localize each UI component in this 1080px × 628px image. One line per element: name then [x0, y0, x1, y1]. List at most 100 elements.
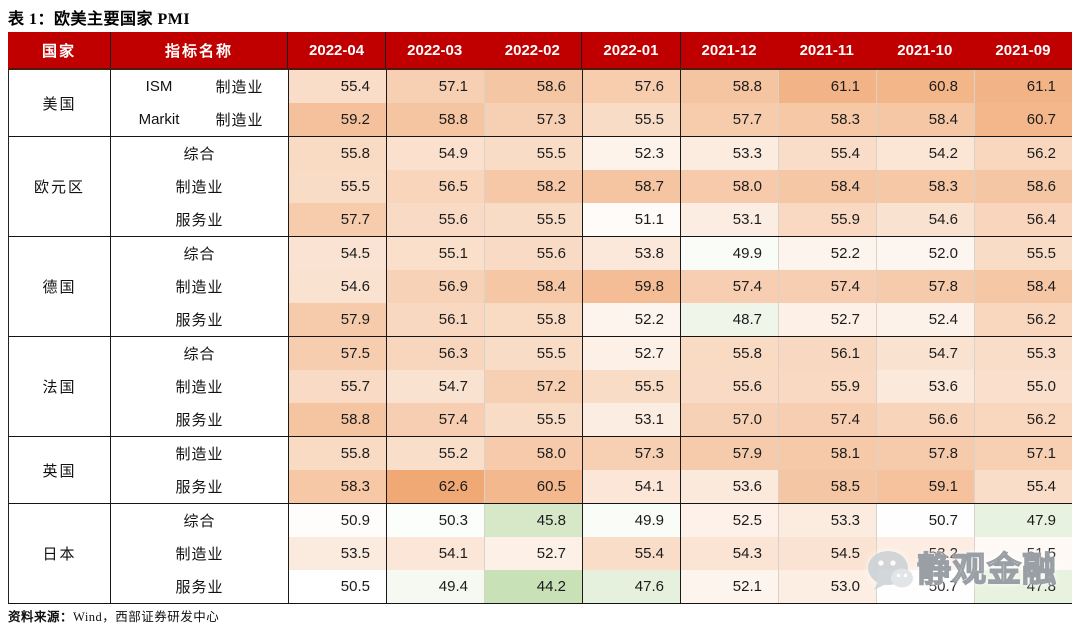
value-cell: 55.5 [484, 137, 582, 170]
indicator-cell: 制造业 [111, 170, 288, 203]
value-cell: 58.0 [680, 170, 778, 203]
value-cell: 55.8 [288, 437, 386, 470]
value-cell: 50.3 [386, 504, 484, 537]
value-cell: 58.4 [876, 103, 974, 136]
indicator-prefix: Markit [138, 111, 180, 128]
value-cell: 54.2 [876, 137, 974, 170]
value-cell: 55.5 [582, 103, 680, 136]
value-cell: 56.3 [386, 337, 484, 370]
value-cell: 52.4 [876, 303, 974, 336]
value-cell: 58.8 [288, 403, 386, 436]
value-cell: 59.8 [582, 270, 680, 303]
value-cell: 53.0 [778, 570, 876, 603]
value-cell: 55.8 [288, 137, 386, 170]
col-header-country: 国家 [41, 43, 76, 60]
value-cell: 53.1 [680, 203, 778, 236]
table-row: 综合 57.5 56.3 55.5 52.7 55.8 56.1 54.7 55.3 [111, 337, 1072, 370]
value-cell: 61.1 [974, 70, 1072, 103]
value-cell: 58.4 [778, 170, 876, 203]
table-row: ISM 制造业 55.4 57.1 58.6 57.6 58.8 61.1 60.8 61.1 [111, 70, 1072, 103]
value-cell: 55.6 [484, 237, 582, 270]
value-cell: 55.6 [680, 370, 778, 403]
value-cell: 52.1 [680, 570, 778, 603]
table-row: 制造业 55.8 55.2 58.0 57.3 57.9 58.1 57.8 57.1 [111, 437, 1072, 470]
value-cell: 60.7 [974, 103, 1072, 136]
pmi-table: 国家 指标名称 2022-04 2022-03 2022-02 2022-01 2021… [8, 32, 1072, 604]
value-cell: 57.3 [582, 437, 680, 470]
value-cell: 57.8 [876, 437, 974, 470]
value-cell: 54.6 [876, 203, 974, 236]
group-rows: 制造业 55.8 55.2 58.0 57.3 57.9 58.1 57.8 57.1 服务业 58… [111, 437, 1072, 503]
group-rows: 综合 50.9 50.3 45.8 49.9 52.5 53.3 50.7 47.9 制造业 53.… [111, 504, 1072, 603]
value-cell: 54.1 [386, 537, 484, 570]
value-cell: 52.2 [582, 303, 680, 336]
table-row: 制造业 53.5 54.1 52.7 55.4 54.3 54.5 53.2 51.5 [111, 537, 1072, 570]
source-note-prefix: 资料来源： [8, 610, 74, 624]
country-cell: 英国 [9, 437, 111, 503]
table-row: 综合 50.9 50.3 45.8 49.9 52.5 53.3 50.7 47.9 [111, 504, 1072, 537]
value-cell: 55.3 [974, 337, 1072, 370]
value-cell: 53.3 [778, 504, 876, 537]
value-cell: 49.9 [582, 504, 680, 537]
value-cell: 55.4 [582, 537, 680, 570]
value-cell: 60.8 [876, 70, 974, 103]
indicator-cell: 服务业 [111, 570, 288, 603]
value-cell: 54.5 [288, 237, 386, 270]
country-cell: 德国 [9, 237, 111, 336]
country-group: 美国 ISM 制造业 55.4 57.1 58.6 57.6 58.8 61.1 60.8 61.1… [9, 70, 1072, 137]
indicator-cell: 服务业 [111, 403, 288, 436]
group-rows: 综合 55.8 54.9 55.5 52.3 53.3 55.4 54.2 56.2 制造业 55.… [111, 137, 1072, 236]
value-cell: 54.1 [582, 470, 680, 503]
value-cell: 61.1 [778, 70, 876, 103]
indicator-cell: 服务业 [111, 303, 288, 336]
value-cell: 54.9 [386, 137, 484, 170]
value-cell: 55.5 [484, 337, 582, 370]
value-cell: 57.8 [876, 270, 974, 303]
country-cell: 欧元区 [9, 137, 111, 236]
indicator-cell: 制造业 [111, 370, 288, 403]
value-cell: 58.7 [582, 170, 680, 203]
col-header-month: 2021-09 [995, 41, 1051, 59]
value-cell: 53.8 [582, 237, 680, 270]
value-cell: 50.7 [876, 504, 974, 537]
country-group: 英国 制造业 55.8 55.2 58.0 57.3 57.9 58.1 57.8 57.1 服务业… [9, 437, 1072, 504]
indicator-cell: 综合 [111, 137, 288, 170]
indicator-cell: 综合 [111, 337, 288, 370]
value-cell: 57.0 [680, 403, 778, 436]
country-group: 欧元区 综合 55.8 54.9 55.5 52.3 53.3 55.4 54.2 56.2 制造业… [9, 137, 1072, 237]
indicator-cell: 综合 [111, 504, 288, 537]
col-header-month: 2021-12 [679, 32, 778, 68]
value-cell: 52.5 [680, 504, 778, 537]
value-cell: 58.8 [386, 103, 484, 136]
value-cell: 55.8 [680, 337, 778, 370]
indicator-cell: 制造业 [111, 437, 288, 470]
value-cell: 55.0 [974, 370, 1072, 403]
country-cell: 日本 [9, 504, 111, 603]
value-cell: 52.2 [778, 237, 876, 270]
table-row: 服务业 50.5 49.4 44.2 47.6 52.1 53.0 50.7 47.8 [111, 570, 1072, 603]
col-header-month: 2021-10 [897, 41, 953, 59]
value-cell: 55.6 [386, 203, 484, 236]
value-cell: 58.3 [288, 470, 386, 503]
indicator-label: 制造业 [215, 80, 264, 96]
value-cell: 50.7 [876, 570, 974, 603]
table-header-row: 国家 指标名称 2022-04 2022-03 2022-02 2022-01 2021… [8, 32, 1072, 70]
value-cell: 58.4 [484, 270, 582, 303]
value-cell: 54.7 [876, 337, 974, 370]
indicator-cell: 制造业 [111, 537, 288, 570]
value-cell: 55.1 [386, 237, 484, 270]
country-group: 日本 综合 50.9 50.3 45.8 49.9 52.5 53.3 50.7 47.9 制造业 5… [9, 504, 1072, 604]
value-cell: 57.6 [582, 70, 680, 103]
value-cell: 49.9 [680, 237, 778, 270]
table-row: 综合 55.8 54.9 55.5 52.3 53.3 55.4 54.2 56.2 [111, 137, 1072, 170]
col-header-month: 2022-01 [581, 32, 679, 68]
group-rows: ISM 制造业 55.4 57.1 58.6 57.6 58.8 61.1 60.8 61.1 Ma… [111, 70, 1072, 136]
value-cell: 57.7 [288, 203, 386, 236]
source-note: 资料来源：Wind，西部证券研发中心 [8, 606, 219, 625]
value-cell: 56.2 [974, 403, 1072, 436]
indicator-prefix: ISM [145, 78, 173, 95]
value-cell: 49.4 [386, 570, 484, 603]
value-cell: 47.9 [974, 504, 1072, 537]
value-cell: 55.5 [484, 403, 582, 436]
value-cell: 53.3 [680, 137, 778, 170]
